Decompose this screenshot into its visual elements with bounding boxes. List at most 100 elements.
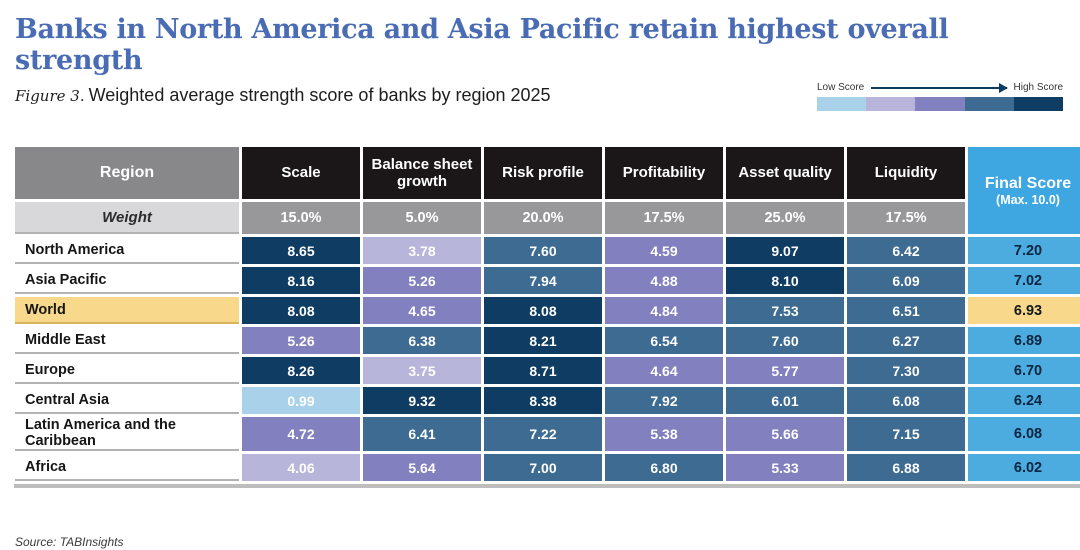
score-cell: 8.10 [726, 267, 844, 295]
final-score-cell: 6.24 [968, 387, 1080, 415]
weight-label: Weight [15, 202, 239, 235]
final-score-cell: 7.02 [968, 267, 1080, 295]
weight-row: Weight 15.0% 5.0% 20.0% 17.5% 25.0% 17.5… [15, 202, 1080, 235]
score-cell: 7.60 [726, 327, 844, 355]
score-cell: 7.92 [605, 387, 723, 415]
final-score-cell: 7.20 [968, 237, 1080, 265]
region-cell: Africa [15, 454, 239, 482]
score-legend: Low Score High Score [817, 82, 1064, 111]
region-cell: Middle East [15, 327, 239, 355]
score-cell: 5.66 [726, 417, 844, 452]
legend-high-label: High Score [1013, 82, 1063, 93]
column-header-balance-sheet-growth: Balance sheet growth [363, 147, 481, 200]
column-header-region: Region [15, 147, 239, 200]
table-row: Middle East 5.26 6.38 8.21 6.54 7.60 6.27 6.89 [15, 327, 1080, 355]
score-cell: 6.88 [847, 454, 965, 482]
table-body: North America 8.65 3.78 7.60 4.59 9.07 6.42 7.2… [15, 237, 1080, 482]
score-cell: 8.08 [242, 297, 360, 325]
score-cell: 4.65 [363, 297, 481, 325]
weight-liquidity: 17.5% [847, 202, 965, 235]
score-cell: 6.42 [847, 237, 965, 265]
score-cell: 6.01 [726, 387, 844, 415]
legend-swatch [915, 97, 965, 111]
score-cell: 6.51 [847, 297, 965, 325]
score-cell: 6.38 [363, 327, 481, 355]
weight-profitability: 17.5% [605, 202, 723, 235]
score-cell: 4.59 [605, 237, 723, 265]
weight-risk-profile: 20.0% [484, 202, 602, 235]
score-cell: 8.38 [484, 387, 602, 415]
score-cell: 4.06 [242, 454, 360, 482]
legend-swatch [964, 97, 1014, 111]
weight-scale: 15.0% [242, 202, 360, 235]
score-cell: 8.71 [484, 357, 602, 385]
final-score-title: Final Score [984, 174, 1072, 192]
score-cell: 8.65 [242, 237, 360, 265]
legend-swatch [1013, 97, 1064, 111]
region-cell: North America [15, 237, 239, 265]
table-row: World 8.08 4.65 8.08 4.84 7.53 6.51 6.93 [15, 297, 1080, 325]
score-cell: 4.64 [605, 357, 723, 385]
region-cell: Latin America and the Caribbean [15, 417, 239, 452]
score-cell: 4.84 [605, 297, 723, 325]
final-score-cell: 6.89 [968, 327, 1080, 355]
column-header-scale: Scale [242, 147, 360, 200]
score-cell: 7.15 [847, 417, 965, 452]
score-cell: 8.21 [484, 327, 602, 355]
score-cell: 6.09 [847, 267, 965, 295]
header-row: Region Scale Balance sheet growth Risk p… [15, 147, 1080, 235]
column-header-asset-quality: Asset quality [726, 147, 844, 200]
score-cell: 7.60 [484, 237, 602, 265]
score-cell: 6.08 [847, 387, 965, 415]
final-score-cell: 6.02 [968, 454, 1080, 482]
legend-swatch [866, 97, 916, 111]
score-cell: 6.80 [605, 454, 723, 482]
table-row: North America 8.65 3.78 7.60 4.59 9.07 6.42 7.2… [15, 237, 1080, 265]
score-cell: 3.78 [363, 237, 481, 265]
legend-labels: Low Score High Score [817, 82, 1063, 93]
score-cell: 5.38 [605, 417, 723, 452]
legend-color-scale [817, 97, 1064, 111]
score-cell: 4.72 [242, 417, 360, 452]
figure-label: Figure 3. [15, 87, 85, 106]
score-cell: 7.30 [847, 357, 965, 385]
final-score-max: (Max. 10.0) [996, 192, 1060, 207]
final-score-cell: 6.08 [968, 417, 1080, 452]
score-cell: 5.64 [363, 454, 481, 482]
column-header-risk-profile: Risk profile [484, 147, 602, 200]
table-row: Central Asia 0.99 9.32 8.38 7.92 6.01 6.08 6.24 [15, 387, 1080, 415]
column-header-final-score: Final Score (Max. 10.0) [968, 147, 1080, 235]
final-score-cell: 6.70 [968, 357, 1080, 385]
figure-caption: Figure 3. Weighted average strength score… [15, 85, 1065, 106]
weight-balance-sheet-growth: 5.0% [363, 202, 481, 235]
table-row: Asia Pacific 8.16 5.26 7.94 4.88 8.10 6.09 7.02 [15, 267, 1080, 295]
legend-swatch [817, 97, 867, 111]
region-cell: Central Asia [15, 387, 239, 415]
score-cell: 6.54 [605, 327, 723, 355]
score-cell: 9.32 [363, 387, 481, 415]
table-row: Africa 4.06 5.64 7.00 6.80 5.33 6.88 6.02 [15, 454, 1080, 482]
score-cell: 6.41 [363, 417, 481, 452]
score-cell: 7.94 [484, 267, 602, 295]
column-header-liquidity: Liquidity [847, 147, 965, 200]
score-cell: 8.26 [242, 357, 360, 385]
score-cell: 3.75 [363, 357, 481, 385]
region-cell: World [15, 297, 239, 325]
score-cell: 8.08 [484, 297, 602, 325]
region-cell: Asia Pacific [15, 267, 239, 295]
column-header-profitability: Profitability [605, 147, 723, 200]
source-note: Source: TABInsights [15, 535, 124, 550]
arrow-right-icon [871, 82, 1008, 93]
table-row: Latin America and the Caribbean 4.72 6.41 7… [15, 417, 1080, 452]
page-title: Banks in North America and Asia Pacific … [15, 14, 949, 77]
score-cell: 7.53 [726, 297, 844, 325]
figure-caption-text: Weighted average strength score of banks… [88, 85, 551, 106]
table-row: Europe 8.26 3.75 8.71 4.64 5.77 7.30 6.70 [15, 357, 1080, 385]
score-cell: 5.33 [726, 454, 844, 482]
region-cell: Europe [15, 357, 239, 385]
score-cell: 5.26 [242, 327, 360, 355]
legend-low-label: Low Score [817, 82, 865, 93]
score-cell: 6.27 [847, 327, 965, 355]
score-cell: 5.77 [726, 357, 844, 385]
score-cell: 7.22 [484, 417, 602, 452]
